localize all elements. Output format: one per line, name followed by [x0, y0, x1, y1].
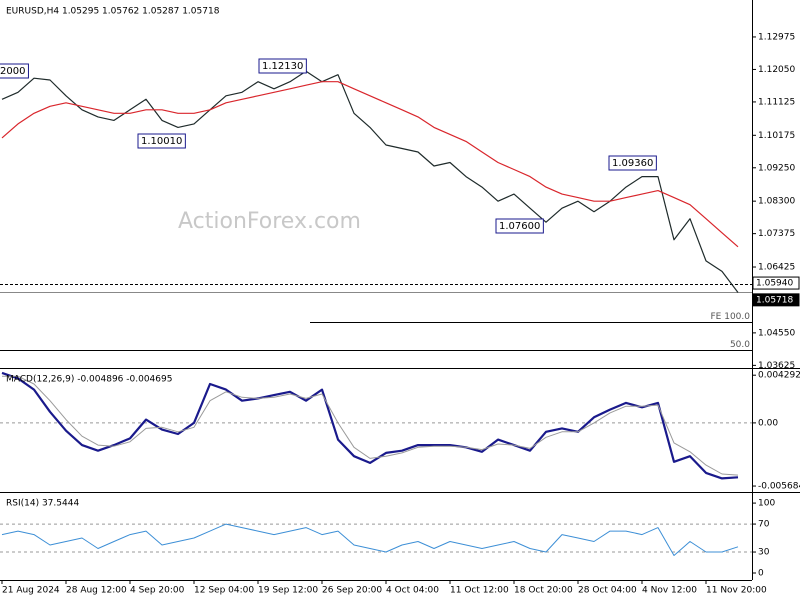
series-line	[1, 371, 739, 480]
price-label: 1.05718	[756, 295, 793, 305]
price-label: 1.05940	[756, 279, 793, 289]
y-tick-label: 0	[758, 569, 764, 579]
fib-label: 50.0	[730, 340, 750, 350]
panel-title: RSI(14) 37.5444	[6, 499, 79, 509]
y-tick-label: 100	[758, 499, 775, 509]
annotation-box	[137, 133, 186, 149]
y-tick-label: 70	[758, 520, 770, 530]
x-tick-label: 28 Aug 12:00	[66, 586, 127, 596]
series-line	[1, 523, 739, 556]
price-label-box	[752, 293, 800, 307]
x-tick-label: 4 Nov 12:00	[642, 586, 697, 596]
y-tick-label: 1.03625	[758, 361, 795, 371]
y-tick-label: 1.12975	[758, 32, 795, 42]
y-tick-label: 1.07375	[758, 229, 795, 239]
y-tick-label: 1.06425	[758, 263, 795, 273]
annotation-box	[0, 63, 29, 79]
y-tick-label: 0.00	[758, 418, 778, 428]
annotation-label: 1.10010	[141, 136, 182, 147]
x-tick-label: 11 Oct 12:00	[450, 586, 509, 596]
plot-area	[0, 371, 752, 480]
plot-area	[0, 70, 752, 351]
y-tick-label: 1.08300	[758, 197, 795, 207]
annotation-label: 2000	[0, 66, 25, 77]
x-tick-label: 19 Sep 12:00	[258, 586, 318, 596]
x-tick-label: 26 Sep 20:00	[322, 586, 382, 596]
y-tick-label: 30	[758, 548, 770, 558]
watermark: ActionForex.com	[178, 209, 361, 234]
x-tick-label: 18 Oct 20:00	[514, 586, 573, 596]
price-label-box	[752, 276, 800, 290]
y-tick-label: 1.10175	[758, 131, 795, 141]
y-tick-label: 1.12050	[758, 65, 795, 75]
series-line	[2, 375, 739, 476]
panel-title: MACD(12,26,9) -0.004896 -0.004695	[6, 375, 172, 385]
panel-title: EURUSD,H4 1.05295 1.05762 1.05287 1.0571…	[6, 7, 220, 17]
x-tick-label: 4 Sep 20:00	[130, 586, 185, 596]
annotation-box	[258, 58, 307, 74]
y-tick-label: 1.04550	[758, 328, 795, 338]
y-tick-label: 1.09250	[758, 163, 795, 173]
plot-area	[0, 523, 752, 556]
annotation-label: 1.07600	[499, 221, 540, 232]
x-tick-label: 4 Oct 04:00	[386, 586, 439, 596]
y-tick-label: 0.004292	[758, 371, 800, 381]
x-tick-label: 11 Nov 20:00	[706, 586, 767, 596]
fib-label: FE 100.0	[711, 312, 751, 322]
annotation-box	[608, 155, 657, 171]
x-tick-label: 28 Oct 04:00	[578, 586, 637, 596]
x-tick-label: 21 Aug 2024	[2, 586, 60, 596]
y-tick-label: -0.005684	[758, 482, 800, 492]
x-tick-label: 12 Sep 04:00	[194, 586, 254, 596]
series-line	[1, 81, 739, 248]
annotation-label: 1.09360	[612, 158, 653, 169]
annotation-label: 1.12130	[262, 61, 303, 72]
annotation-box	[495, 218, 544, 234]
y-tick-label: 1.11125	[758, 97, 795, 107]
